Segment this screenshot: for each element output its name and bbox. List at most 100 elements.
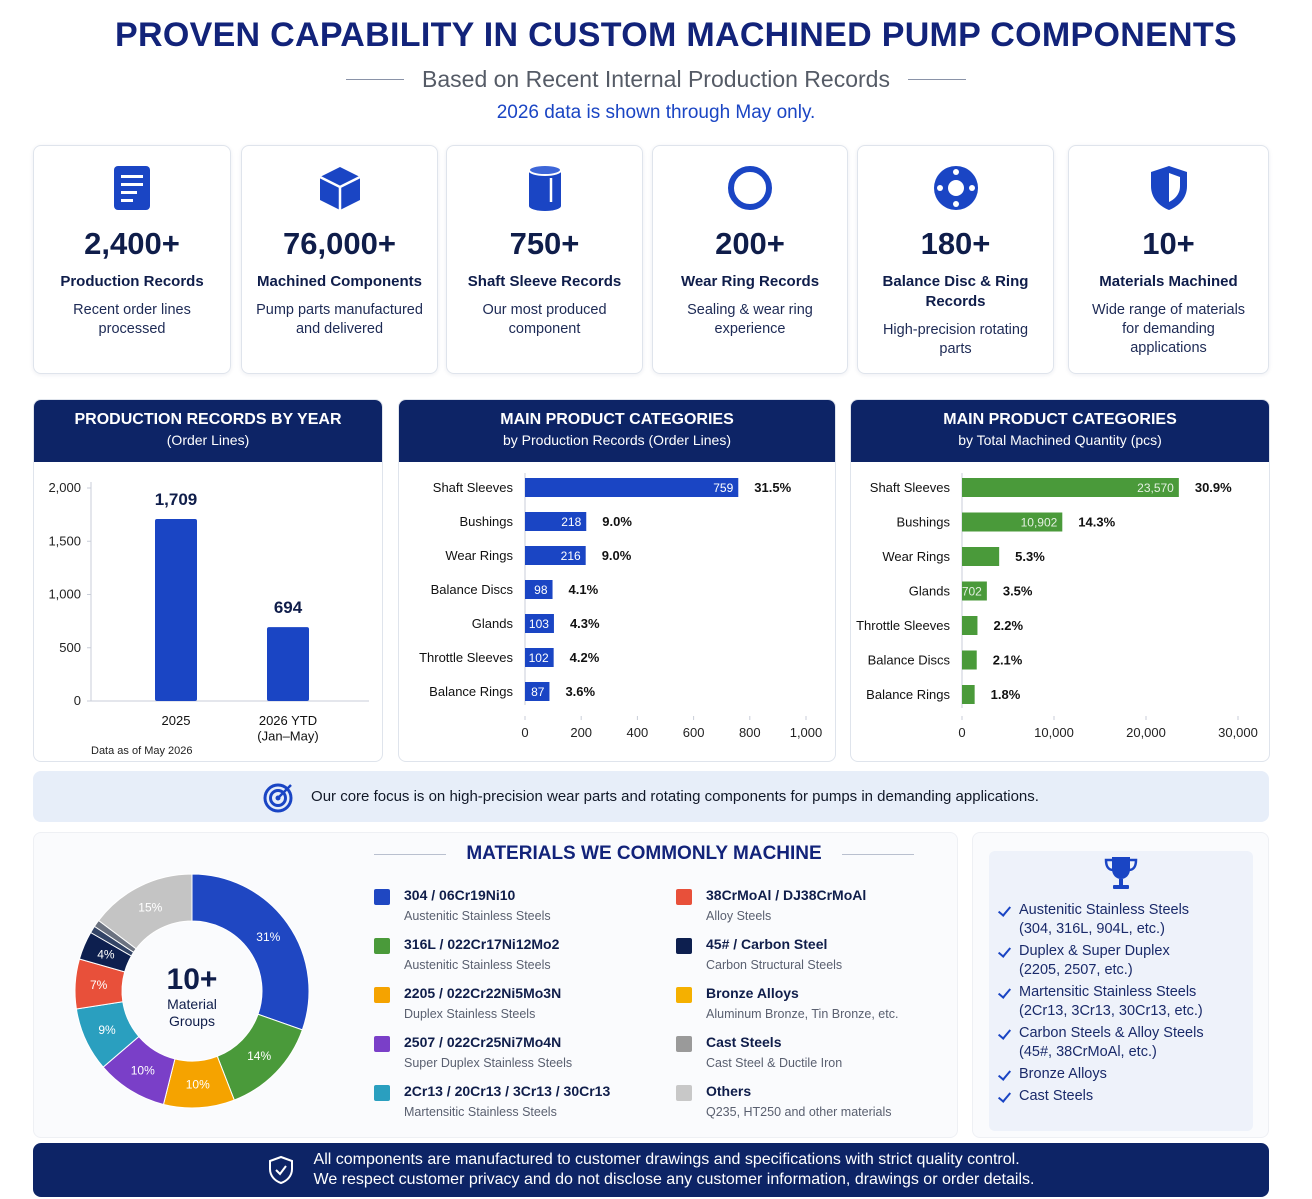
chart: 0 500 1,000 1,500 2,000 1,709 2025 694 2026 YTD(… [48,480,369,757]
bar [962,685,975,704]
legend-description: Carbon Structural Steels [706,958,843,972]
icon [318,167,361,210]
chart-panel: PRODUCTION RECORDS BY YEAR (Order Lines)… [33,399,383,762]
legend-item: Others Q235, HT250 and other materials [676,1083,954,1132]
value-label: 694 [274,598,303,617]
panel-header: MAIN PRODUCT CATEGORIES by Production Re… [399,400,835,462]
chart: 0 10,000 20,000 30,000 Shaft Sleeves 23,570 30… [856,473,1258,740]
slice-label: 31% [256,930,280,944]
category-label: Glands [909,584,951,599]
target-icon [263,783,293,812]
stat-value: 750+ [509,226,580,261]
highlight-detail: (2205, 2507, etc.) [1019,962,1133,978]
stat-card: 10+ Materials Machined Wide range of mat… [1068,145,1269,374]
highlight-detail: (2Cr13, 3Cr13, 30Cr13, etc.) [1019,1003,1203,1019]
bar [525,648,554,667]
highlight-title: Carbon Steels & Alloy Steels [1019,1025,1204,1041]
highlight-title: Duplex & Super Duplex [1019,943,1170,959]
icon [1150,166,1187,210]
share-label: 3.5% [1003,584,1033,599]
x-tick-label: 1,000 [790,725,823,740]
value-label: 10,902 [1021,516,1058,530]
highlight-item: Cast Steels [999,1087,1235,1106]
legend-description: Super Duplex Stainless Steels [404,1056,573,1070]
category-label: Wear Rings [882,549,950,564]
chart-title: MATERIALS WE COMMONLY MACHINE [466,843,822,864]
chart-panel: MAIN PRODUCT CATEGORIES by Total Machine… [850,399,1270,762]
legend-description: Austenitic Stainless Steels [404,909,551,923]
footer: All components are manufactured to custo… [33,1143,1269,1197]
stat-value: 2,400+ [84,226,180,261]
x-tick-label: 2025 [162,713,191,728]
stat-card: 200+ Wear Ring Records Sealing & wear ri… [652,145,848,374]
x-tick-label: 200 [570,725,592,740]
x-tick-label: 20,000 [1126,725,1166,740]
x-tick-label: 600 [683,725,705,740]
panel-header: PRODUCTION RECORDS BY YEAR (Order Lines) [34,400,382,462]
chart-subtitle: (Order Lines) [166,432,250,448]
highlight-title: Martensitic Stainless Steels [1019,984,1197,1000]
highlights-panel: Austenitic Stainless Steels (304, 316L, 9… [972,832,1269,1138]
highlight-title: Cast Steels [1019,1088,1094,1104]
highlight-item: Carbon Steels & Alloy Steels (45#, 38CrMo… [999,1024,1235,1062]
legend-item: Bronze Alloys Aluminum Bronze, Tin Bronze… [676,985,954,1034]
icon [114,166,150,210]
bar [962,547,1000,566]
highlight-item: Duplex & Super Duplex (2205, 2507, etc.) [999,942,1235,980]
legend-name: 304 / 06Cr19Ni10 [404,887,516,903]
x-tick-label: 800 [739,725,761,740]
legend-swatch [374,889,390,905]
rule [841,853,914,855]
legend-description: Austenitic Stainless Steels [404,958,551,972]
highlight-detail: (304, 316L, 904L, etc.) [1019,921,1165,937]
donut-center-label: Material Groups [167,996,217,1029]
x-tick-label: 400 [627,725,649,740]
share-label: 14.3% [1078,515,1115,530]
chart-subtitle: by Total Machined Quantity (pcs) [958,432,1162,448]
highlights-list: Austenitic Stainless Steels (304, 316L, 9… [999,901,1235,1109]
value-label: 2,702 [952,585,982,599]
chart: 0 200 400 600 800 1,000 Shaft Sleeves 759 31.5% B… [419,473,823,740]
page-subtitle: Based on Recent Internal Production Reco… [422,66,890,92]
highlight-title: Bronze Alloys [1019,1066,1107,1082]
category-label: Bushings [897,515,951,530]
category-label: Throttle Sleeves [419,650,513,665]
share-label: 9.0% [602,548,632,563]
legend-name: Others [706,1083,752,1099]
bar [962,650,977,670]
x-tick-label: 0 [958,725,965,740]
legend-swatch [676,1036,692,1052]
value-label: 216 [561,549,581,563]
page-title: PROVEN CAPABILITY IN CUSTOM MACHINED PUM… [115,16,1237,54]
donut-center-value: 10+ [167,963,218,996]
bar [525,580,553,599]
legend-swatch [374,1085,390,1101]
materials-panel: 31% 14% 10% 10% 9% 7% 4% 15% 10+ Material Groups M… [33,832,958,1138]
legend-swatch [374,1036,390,1052]
share-label: 1.8% [991,687,1021,702]
legend-description: Duplex Stainless Steels [404,1007,536,1021]
rule [374,853,447,855]
legend-swatch [676,1085,692,1101]
stat-title: Shaft Sleeve Records [467,273,622,290]
slice-label: 9% [98,1023,116,1037]
footer-line: We respect customer privacy and do not d… [313,1171,1035,1188]
stat-title: Balance Disc & Ring Records [882,273,1029,310]
footer-text: All components are manufactured to custo… [314,1150,1035,1190]
x-tick-label: 10,000 [1034,725,1074,740]
legend-swatch [374,987,390,1003]
legend-description: Q235, HT250 and other materials [706,1105,892,1119]
legend-name: 45# / Carbon Steel [706,936,828,952]
stat-description: Our most produced component [482,302,607,337]
y-tick-label: 1,000 [48,587,81,602]
footnote: Data as of May 2026 [91,745,193,757]
legend-item: 304 / 06Cr19Ni10 Austenitic Stainless Ste… [374,887,676,936]
icon [527,164,562,211]
highlight-item: Austenitic Stainless Steels (304, 316L, 9… [999,901,1235,939]
chart: 31% 14% 10% 10% 9% 7% 4% 15% 10+Material Groups [74,873,310,1109]
legend-swatch [676,889,692,905]
y-tick-label: 2,000 [48,480,81,495]
trophy-icon [1104,857,1138,889]
value-label: 103 [529,617,549,631]
category-label: Bushings [460,514,514,529]
